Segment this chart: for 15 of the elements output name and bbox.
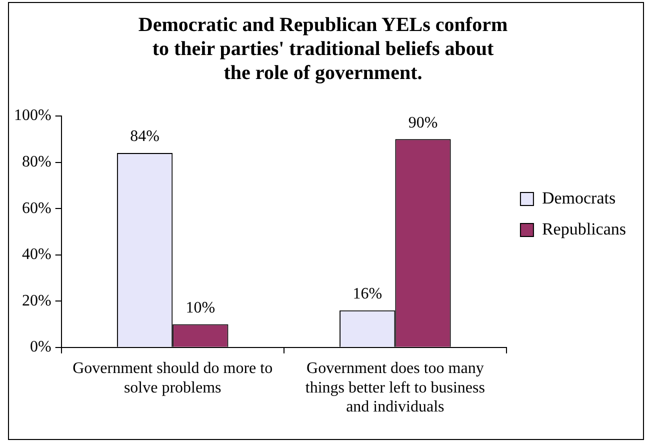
y-tick-label: 80% — [22, 153, 52, 170]
chart-title: Democratic and Republican YELs conform to their parties' traditional beliefs about the role of government. — [138, 14, 508, 84]
y-tick-label: 20% — [22, 292, 52, 310]
data-label: 16% — [352, 286, 382, 303]
legend-label: Republicans — [542, 219, 626, 238]
y-tick-label: 100% — [14, 107, 52, 124]
y-tick-label: 40% — [22, 246, 52, 264]
legend-label: Democrats — [542, 188, 616, 208]
x-tick-label: Government should do more to solve problems — [72, 360, 273, 396]
data-label: 10% — [186, 299, 216, 316]
data-label: 90% — [408, 114, 438, 132]
y-tick-label: 0% — [30, 338, 52, 356]
x-tick-label: Government does too many things better left to business and individuals — [305, 360, 485, 416]
data-label: 84% — [130, 128, 160, 146]
y-tick-label: 60% — [22, 200, 52, 217]
